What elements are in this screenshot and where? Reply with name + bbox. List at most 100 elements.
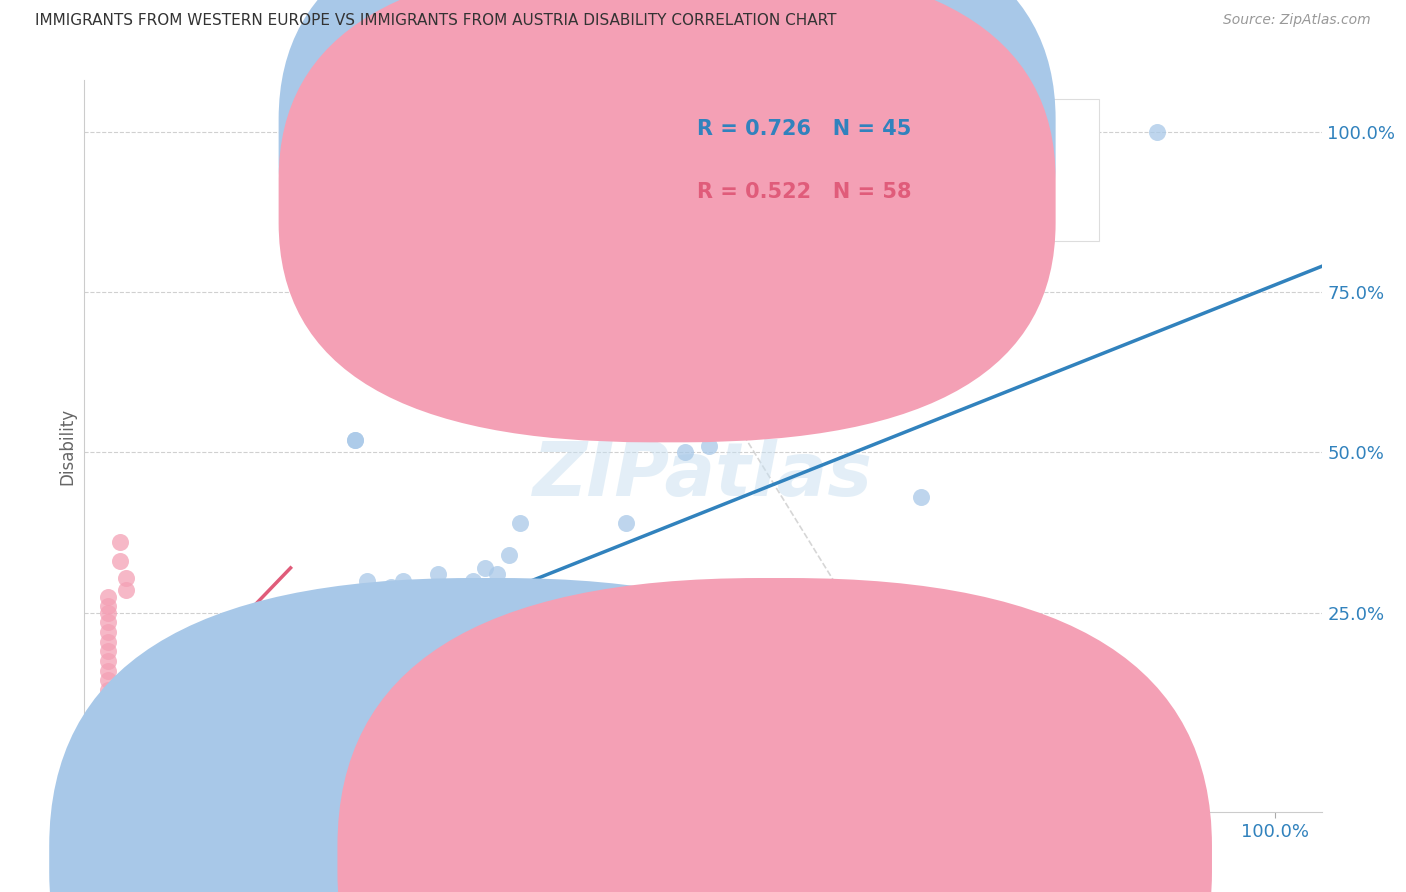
Point bbox=[97, 702, 120, 716]
Point bbox=[127, 755, 149, 769]
Point bbox=[103, 755, 125, 769]
Point bbox=[108, 535, 131, 549]
Point bbox=[97, 590, 120, 604]
Point bbox=[344, 433, 367, 447]
Point bbox=[380, 580, 402, 594]
Point bbox=[108, 752, 131, 766]
Point bbox=[93, 764, 115, 779]
Point bbox=[97, 682, 120, 697]
Point bbox=[97, 606, 120, 620]
Point bbox=[156, 747, 179, 761]
Point bbox=[138, 760, 160, 774]
Text: Immigrants from Western Europe: Immigrants from Western Europe bbox=[509, 850, 786, 868]
Point bbox=[114, 570, 136, 584]
Point bbox=[127, 760, 149, 774]
Point bbox=[202, 747, 225, 761]
Point bbox=[103, 761, 125, 775]
Point bbox=[97, 634, 120, 648]
Point bbox=[97, 673, 120, 688]
Point bbox=[91, 763, 114, 777]
Point bbox=[108, 746, 131, 760]
Text: Source: ZipAtlas.com: Source: ZipAtlas.com bbox=[1223, 13, 1371, 28]
Point bbox=[108, 761, 131, 775]
Point bbox=[121, 747, 143, 761]
Point bbox=[103, 737, 125, 751]
Point bbox=[533, 714, 555, 729]
Point bbox=[733, 676, 755, 690]
Text: Immigrants from Austria: Immigrants from Austria bbox=[799, 850, 1002, 868]
Point bbox=[103, 731, 125, 745]
Y-axis label: Disability: Disability bbox=[58, 408, 76, 484]
Point bbox=[97, 644, 120, 658]
Point bbox=[391, 574, 413, 588]
Point bbox=[103, 686, 125, 700]
Text: IMMIGRANTS FROM WESTERN EUROPE VS IMMIGRANTS FROM AUSTRIA DISABILITY CORRELATION: IMMIGRANTS FROM WESTERN EUROPE VS IMMIGR… bbox=[35, 13, 837, 29]
Text: R = 0.726   N = 45: R = 0.726 N = 45 bbox=[697, 120, 911, 139]
Point bbox=[262, 740, 284, 755]
Point bbox=[97, 690, 120, 704]
Point bbox=[463, 574, 485, 588]
Point bbox=[485, 567, 508, 582]
Point bbox=[426, 567, 449, 582]
Point bbox=[97, 599, 120, 614]
Point bbox=[285, 740, 308, 755]
Point bbox=[697, 439, 720, 453]
Point bbox=[103, 750, 125, 764]
Point bbox=[94, 761, 117, 775]
Point bbox=[97, 756, 120, 771]
Point bbox=[321, 747, 343, 761]
Point bbox=[96, 763, 118, 777]
Point bbox=[103, 718, 125, 732]
Point bbox=[121, 760, 143, 774]
FancyBboxPatch shape bbox=[628, 99, 1099, 241]
Point bbox=[191, 753, 214, 767]
Point bbox=[114, 583, 136, 598]
Point bbox=[415, 580, 437, 594]
Text: ZIPatlas: ZIPatlas bbox=[533, 439, 873, 512]
Point bbox=[97, 753, 120, 767]
Point bbox=[103, 724, 125, 739]
Point bbox=[439, 593, 461, 607]
Point bbox=[97, 654, 120, 668]
Point bbox=[356, 574, 378, 588]
Point bbox=[97, 615, 120, 630]
Point bbox=[226, 740, 249, 755]
Point bbox=[910, 491, 932, 505]
Point bbox=[108, 756, 131, 771]
Point bbox=[250, 747, 273, 761]
Point bbox=[509, 516, 531, 530]
Point bbox=[167, 706, 190, 720]
Point bbox=[97, 696, 120, 710]
Point bbox=[474, 561, 496, 575]
FancyBboxPatch shape bbox=[278, 0, 1056, 442]
Point bbox=[344, 433, 367, 447]
FancyBboxPatch shape bbox=[278, 0, 1056, 383]
Point bbox=[273, 747, 295, 761]
Point bbox=[108, 753, 131, 767]
Point bbox=[103, 758, 125, 772]
Point bbox=[616, 516, 638, 530]
Point bbox=[97, 625, 120, 640]
Point bbox=[114, 755, 136, 769]
Point bbox=[309, 740, 332, 755]
Point bbox=[143, 747, 166, 761]
Point bbox=[103, 706, 125, 720]
Point bbox=[97, 760, 120, 774]
Point bbox=[97, 664, 120, 678]
Point bbox=[132, 755, 155, 769]
Point bbox=[149, 760, 172, 774]
Point bbox=[162, 760, 184, 774]
Point bbox=[792, 708, 814, 723]
Point bbox=[167, 753, 190, 767]
Point bbox=[103, 744, 125, 758]
Point bbox=[103, 712, 125, 726]
Point bbox=[673, 445, 696, 459]
Point bbox=[132, 753, 155, 767]
Point bbox=[103, 696, 125, 710]
Point bbox=[1146, 125, 1168, 139]
Text: R = 0.522   N = 58: R = 0.522 N = 58 bbox=[697, 182, 911, 202]
Point bbox=[226, 714, 249, 729]
Point bbox=[557, 664, 579, 678]
Point bbox=[179, 740, 201, 755]
Point bbox=[215, 753, 238, 767]
